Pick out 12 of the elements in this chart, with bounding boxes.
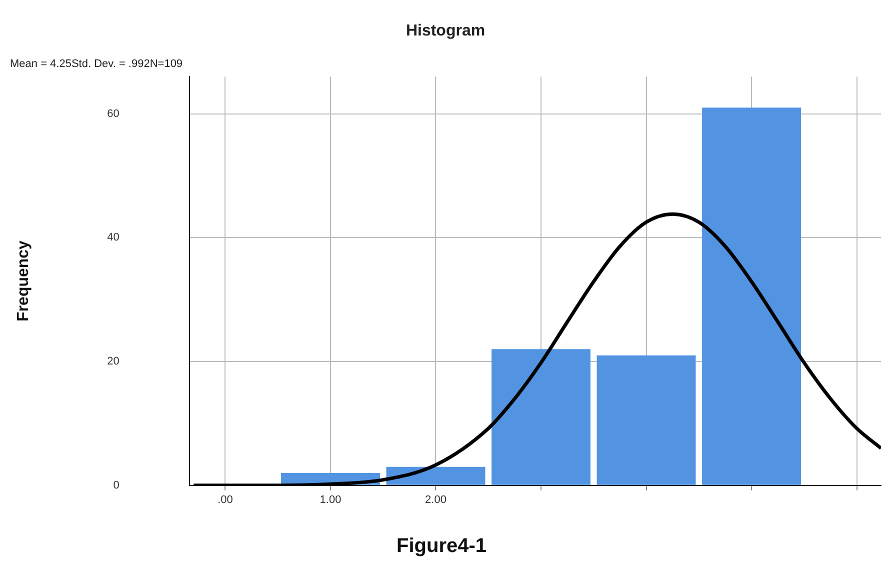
chart-title: Histogram: [406, 22, 486, 40]
x-tick-label: .00: [218, 494, 233, 506]
caption: Figure4-1: [395, 535, 488, 558]
x-tick-label: 2.00: [425, 494, 446, 506]
line-series: [192, 212, 881, 486]
y-axis-title: Frequency: [15, 240, 32, 322]
y-tick-label: 40: [107, 232, 120, 244]
y-tick-label: 60: [107, 108, 120, 120]
y-tick-label: 20: [107, 356, 120, 368]
x-tick-label: 1.00: [320, 494, 342, 506]
text: Mean = 4.25Std. Dev. = .992N=109: [10, 58, 183, 70]
y-tick-label: 0: [113, 479, 120, 492]
